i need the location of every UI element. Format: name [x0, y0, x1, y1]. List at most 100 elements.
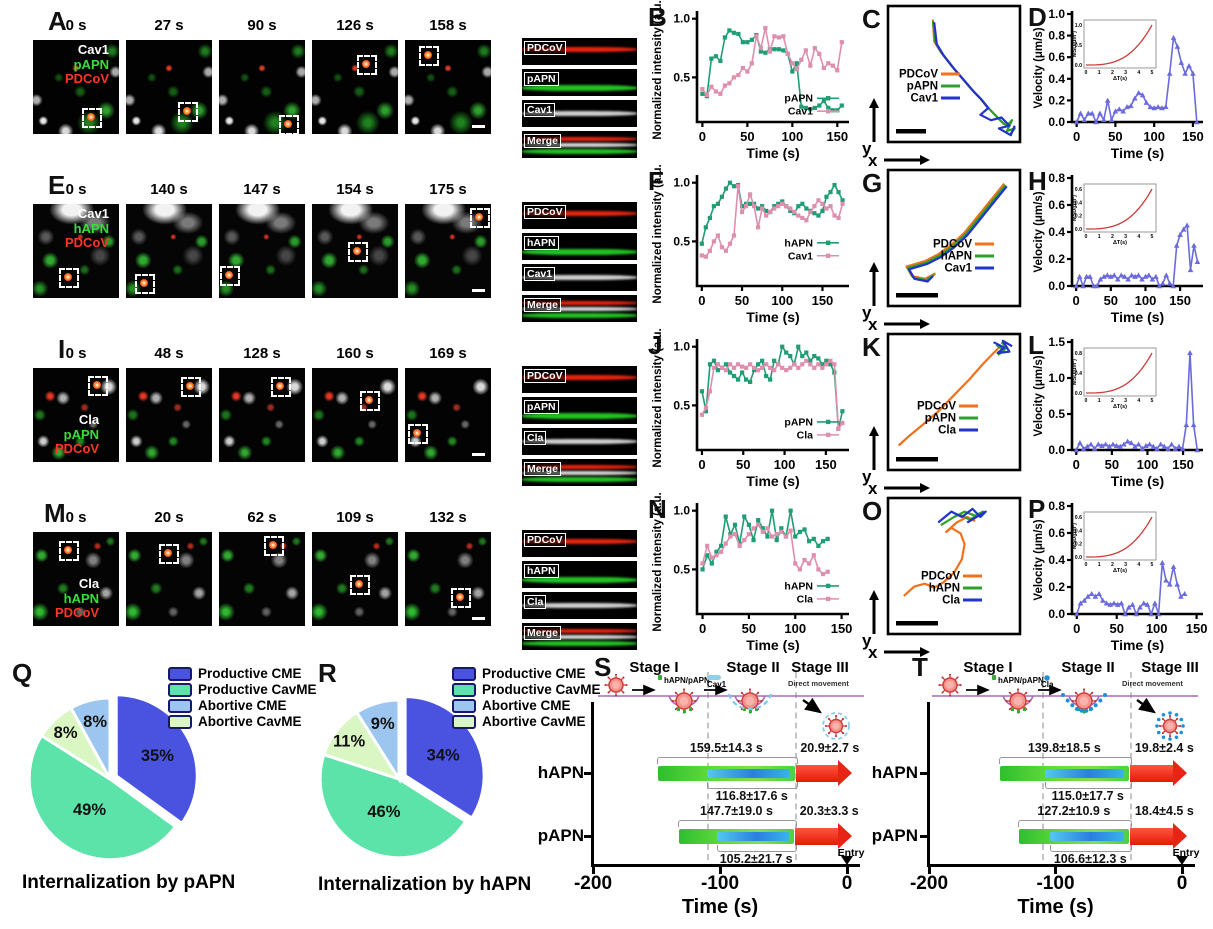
svg-text:ΔT(s): ΔT(s)	[1113, 240, 1127, 246]
legend-item: Abortive CavME	[168, 714, 317, 730]
legend-item: Productive CME	[452, 666, 601, 682]
virus-particle-dot	[63, 272, 72, 281]
frame-time-label: 175 s	[429, 181, 467, 198]
row-tick	[584, 772, 592, 775]
time-axis-label: Time (s)	[1017, 896, 1094, 918]
svg-text:PDCoV: PDCoV	[899, 69, 938, 81]
svg-text:Cla: Cla	[797, 429, 814, 441]
duration-entry-label: 18.4±4.5 s	[1134, 804, 1194, 818]
channel-label: pAPN	[63, 426, 100, 442]
microscopy-frame	[405, 204, 491, 298]
stage2-bracket	[1050, 845, 1133, 852]
stage-label: Stage I	[963, 659, 1013, 676]
channel-label: Cla	[78, 412, 100, 428]
svg-text:100: 100	[1135, 293, 1157, 308]
svg-text:0: 0	[1085, 562, 1088, 568]
kymograph-channel-label: hAPN	[524, 564, 559, 579]
svg-text:Direct movement: Direct movement	[1122, 679, 1183, 688]
time-axis	[591, 864, 860, 867]
duration-total-bracket	[678, 820, 797, 827]
svg-text:0.5: 0.5	[673, 70, 690, 84]
frame-time-label: 160 s	[336, 345, 374, 362]
kymograph-streak	[522, 412, 637, 419]
svg-text:150: 150	[831, 621, 853, 636]
panel-J-chart: 0.5 1.0 0 50 100 150 Normalized intensity…	[645, 324, 859, 494]
frame-time-label: 109 s	[336, 509, 374, 526]
svg-text:0.8: 0.8	[1048, 29, 1065, 43]
virus-particle-dot	[361, 60, 370, 69]
kymograph-streak	[522, 464, 637, 469]
svg-text:PDCoV: PDCoV	[921, 571, 960, 583]
svg-text:5: 5	[1151, 234, 1154, 240]
legend-label: Abortive CavME	[198, 714, 302, 730]
legend-swatch	[452, 667, 476, 681]
svg-text:0: 0	[699, 621, 706, 636]
svg-text:0.5: 0.5	[1075, 43, 1082, 49]
scale-bar	[472, 289, 485, 292]
pie-caption-Q: Internalization by pAPN	[22, 872, 236, 893]
timeline-row-label: pAPN	[871, 826, 918, 845]
entry-marker-label: Entry	[1172, 847, 1200, 859]
svg-text:Time (s): Time (s)	[1111, 637, 1164, 653]
microscopy-frame	[219, 368, 305, 462]
svg-text:34%: 34%	[427, 747, 460, 765]
panel-letter-E: E	[48, 170, 66, 200]
svg-text:0: 0	[698, 457, 705, 472]
kymograph-streak	[522, 307, 637, 312]
trajectory-G-svg: PDCoV hAPN Cav1 y x	[862, 168, 1022, 334]
panel-O-trajectory: PDCoV hAPN Cla y x	[858, 494, 1028, 662]
kymograph-streak	[522, 275, 637, 281]
svg-text:0.8: 0.8	[1048, 171, 1065, 185]
legend-item: Abortive CME	[168, 698, 317, 714]
panel-letter-H: H	[1028, 166, 1047, 196]
svg-text:PDCoV: PDCoV	[933, 239, 972, 251]
svg-text:1.0: 1.0	[1048, 7, 1065, 21]
frame-time-label: 147 s	[243, 181, 281, 198]
stage2-bar	[717, 831, 789, 841]
microscopy-frame	[126, 532, 212, 626]
kymograph-channel-label: PDCoV	[524, 41, 566, 56]
legend-swatch	[168, 699, 192, 713]
legend-swatch	[452, 683, 476, 697]
panel-letter-D: D	[1028, 2, 1047, 32]
svg-text:pAPN: pAPN	[784, 93, 813, 105]
microscopy-frame	[405, 368, 491, 462]
svg-text:Time (s): Time (s)	[746, 309, 799, 325]
duration-total-bracket	[656, 757, 799, 764]
timeline-row-label: hAPN	[537, 763, 584, 782]
roi-box	[181, 377, 202, 398]
stage2-bar	[1045, 768, 1125, 778]
svg-text:4: 4	[1137, 562, 1140, 568]
svg-text:x: x	[868, 315, 878, 334]
y-axis-line	[927, 702, 930, 864]
svg-text:Time (s): Time (s)	[1111, 473, 1164, 489]
microscopy-frame	[312, 204, 398, 298]
stage-separator	[795, 672, 797, 860]
channel-labels: Cav1 hAPN PDCoV	[65, 206, 109, 251]
svg-text:1: 1	[1098, 70, 1101, 76]
svg-text:Time (s): Time (s)	[746, 473, 799, 489]
duration-total-bracket	[1017, 820, 1133, 827]
virus-particle-dot	[353, 246, 362, 255]
roi-box	[348, 241, 369, 262]
frame-time-label: 140 s	[150, 181, 188, 198]
svg-text:2: 2	[1111, 234, 1114, 240]
microscopy-frame	[219, 40, 305, 136]
frame-time-label: 169 s	[429, 345, 467, 362]
panel-letter-C: C	[862, 4, 881, 34]
legend-label: Productive CavME	[198, 682, 317, 698]
axis-tick-label: 0	[841, 873, 853, 894]
stage3-arrow	[1130, 827, 1173, 845]
svg-text:50: 50	[1108, 129, 1122, 144]
time-axis-label: Time (s)	[681, 896, 759, 918]
svg-text:Direct movement: Direct movement	[788, 679, 849, 688]
svg-text:0.6: 0.6	[1075, 515, 1082, 521]
svg-text:x: x	[868, 479, 878, 498]
svg-text:hAPN/pAPN: hAPN/pAPN	[998, 676, 1044, 685]
kymograph-strip: Cav1	[522, 264, 637, 291]
svg-text:y: y	[862, 631, 872, 650]
kymograph-strip: PDCoV	[522, 366, 637, 393]
svg-text:150: 150	[815, 457, 837, 472]
svg-text:49%: 49%	[73, 801, 106, 819]
svg-text:0: 0	[699, 129, 706, 144]
